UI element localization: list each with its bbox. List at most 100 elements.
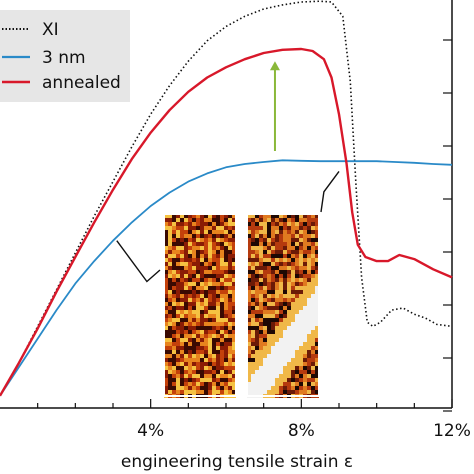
inset-left-pixel — [196, 330, 200, 334]
inset-left-pixel — [220, 242, 224, 246]
inset-right-pixel — [291, 330, 295, 334]
inset-left-pixel — [204, 258, 208, 262]
inset-left-pixel — [188, 246, 192, 250]
inset-left-pixel — [204, 226, 208, 230]
inset-right-pixel — [255, 278, 259, 282]
inset-left-pixel — [192, 302, 196, 306]
inset-left-pixel — [164, 278, 168, 282]
inset-left-pixel — [228, 342, 232, 346]
inset-right-pixel — [267, 386, 271, 390]
inset-left-pixel — [188, 330, 192, 334]
legend-label-annealed: annealed — [42, 73, 121, 93]
inset-right-pixel — [251, 306, 255, 310]
inset-left-pixel — [192, 282, 196, 286]
inset-left-pixel — [232, 338, 236, 342]
inset-right-pixel — [263, 298, 267, 302]
inset-left-pixel — [216, 350, 220, 354]
inset-left-pixel — [216, 294, 220, 298]
inset-right-pixel — [299, 302, 303, 306]
inset-left-pixel — [172, 378, 176, 382]
inset-left-pixel — [204, 350, 208, 354]
inset-left-pixel — [200, 278, 204, 282]
inset-right-pixel — [291, 218, 295, 222]
inset-left-pixel — [216, 362, 220, 366]
inset-left-pixel — [212, 334, 216, 338]
inset-left-pixel — [192, 226, 196, 230]
inset-left-pixel — [208, 294, 212, 298]
inset-left-pixel — [200, 350, 204, 354]
inset-right-pixel — [259, 254, 263, 258]
inset-right-pixel — [299, 366, 303, 370]
inset-right-pixel — [291, 262, 295, 266]
inset-left-pixel — [216, 358, 220, 362]
inset-left-pixel — [220, 338, 224, 342]
inset-left-pixel — [208, 262, 212, 266]
inset-left-pixel — [168, 234, 172, 238]
inset-left-pixel — [168, 266, 172, 270]
inset-right-pixel — [259, 330, 263, 334]
inset-left-pixel — [220, 382, 224, 386]
inset-left-pixel — [212, 294, 216, 298]
inset-left-pixel — [180, 390, 184, 394]
inset-left-pixel — [188, 234, 192, 238]
inset-left-pixel — [164, 342, 168, 346]
inset-right-pixel — [255, 322, 259, 326]
inset-right-pixel — [291, 382, 295, 386]
inset-left-pixel — [200, 366, 204, 370]
inset-left-pixel — [196, 290, 200, 294]
inset-right-pixel — [315, 222, 319, 226]
inset-right-pixel — [255, 378, 259, 382]
inset-left-pixel — [184, 374, 188, 378]
inset-left-pixel — [188, 318, 192, 322]
inset-right-pixel — [283, 294, 287, 298]
inset-right-pixel — [255, 266, 259, 270]
inset-right-pixel — [259, 386, 263, 390]
inset-right-pixel — [311, 306, 315, 310]
inset-right-pixel — [315, 302, 319, 306]
inset-right-pixel — [283, 270, 287, 274]
inset-right-pixel — [307, 350, 311, 354]
inset-right-pixel — [279, 378, 283, 382]
inset-right-pixel — [283, 298, 287, 302]
inset-right-pixel — [247, 218, 251, 222]
inset-left-pixel — [216, 258, 220, 262]
inset-left-pixel — [188, 226, 192, 230]
inset-right-pixel — [291, 358, 295, 362]
inset-left-pixel — [164, 334, 168, 338]
inset-right-pixel — [299, 358, 303, 362]
inset-left-pixel — [232, 286, 236, 290]
inset-right-pixel — [315, 262, 319, 266]
inset-left-pixel — [224, 282, 228, 286]
inset-right-pixel — [275, 278, 279, 282]
inset-left-pixel — [220, 246, 224, 250]
inset-right-pixel — [307, 302, 311, 306]
inset-right-pixel — [291, 266, 295, 270]
inset-left-pixel — [172, 382, 176, 386]
inset-left-pixel — [176, 218, 180, 222]
inset-right-pixel — [275, 262, 279, 266]
inset-left-pixel — [184, 290, 188, 294]
inset-right-pixel — [259, 242, 263, 246]
inset-right-pixel — [259, 274, 263, 278]
inset-right-pixel — [251, 266, 255, 270]
inset-right-pixel — [315, 366, 319, 370]
inset-right-pixel — [251, 366, 255, 370]
inset-left-pixel — [172, 346, 176, 350]
inset-right-pixel — [275, 290, 279, 294]
inset-left-pixel — [184, 262, 188, 266]
inset-right-pixel — [247, 270, 251, 274]
inset-left-pixel — [172, 242, 176, 246]
inset-right-pixel — [259, 226, 263, 230]
inset-left-pixel — [180, 282, 184, 286]
inset-left-pixel — [196, 250, 200, 254]
inset-right-pixel — [291, 250, 295, 254]
inset-left-pixel — [188, 270, 192, 274]
inset-left-pixel — [224, 290, 228, 294]
inset-left-pixel — [180, 354, 184, 358]
inset-right-pixel — [255, 370, 259, 374]
inset-right-pixel — [259, 378, 263, 382]
inset-left-pixel — [172, 306, 176, 310]
inset-left-pixel — [184, 274, 188, 278]
inset-left-pixel — [232, 370, 236, 374]
inset-right-pixel — [255, 274, 259, 278]
